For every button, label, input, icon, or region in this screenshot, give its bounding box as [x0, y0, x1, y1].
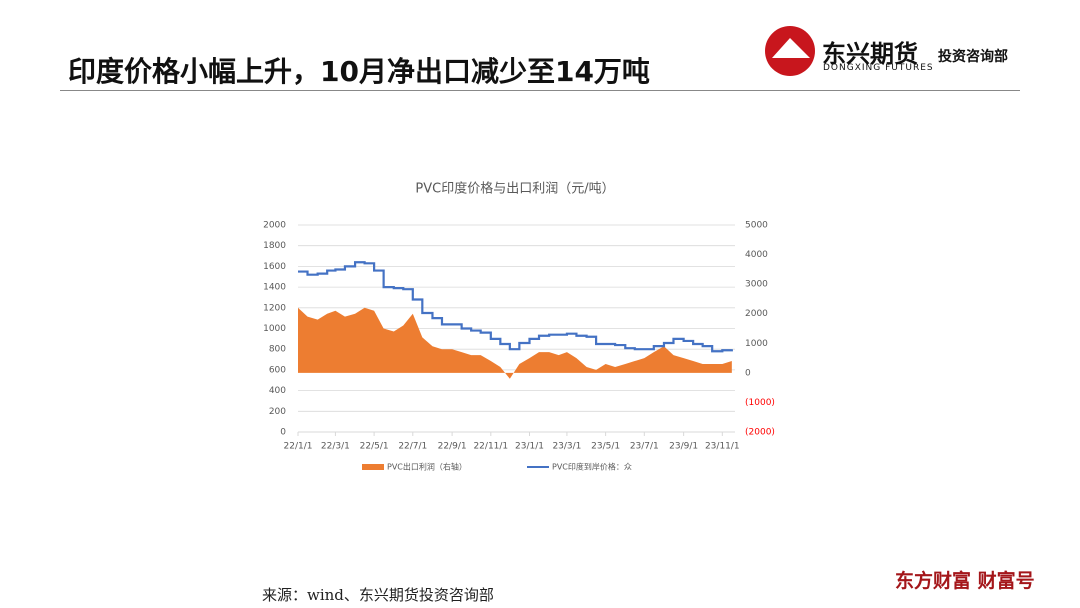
- y-tick-label: 1800: [263, 241, 286, 251]
- x-tick-label: 22/7/1: [398, 442, 427, 452]
- y2-tick-label: 4000: [745, 250, 768, 260]
- watermark: 东方财富 财富号: [895, 570, 1035, 592]
- line: [298, 261, 733, 353]
- y-tick-label: 800: [269, 345, 286, 355]
- y2-tick-label: 1000: [745, 339, 768, 349]
- x-tick-label: 23/7/1: [630, 442, 659, 452]
- y-tick-label: 200: [269, 407, 286, 417]
- y-tick-label: 0: [280, 428, 286, 438]
- logo-icon-shape: [772, 38, 810, 58]
- y-tick-label: 1600: [263, 262, 286, 272]
- y2-tick-label: 3000: [745, 280, 768, 290]
- department: 投资咨询部: [938, 49, 1008, 65]
- x-tick-label: 22/9/1: [438, 442, 467, 452]
- x-tick-label: 22/11/1: [473, 442, 508, 452]
- chart-title: PVC印度价格与出口利润（元/吨）: [415, 181, 614, 197]
- logo-en: DONGXING FUTURES: [823, 63, 934, 73]
- x-tick-label: 22/3/1: [321, 442, 350, 452]
- divider: [60, 90, 1020, 91]
- y-tick-label: 600: [269, 365, 286, 375]
- slide-title: 印度价格小幅上升，10月净出口减少至14万吨: [68, 55, 650, 88]
- y2-tick-label: 5000: [745, 221, 768, 231]
- source: 来源：wind、东兴期货投资咨询部: [262, 586, 494, 604]
- y2-tick-label: (1000): [745, 398, 775, 408]
- y2-tick-label: 0: [745, 368, 751, 378]
- x-tick-label: 23/3/1: [552, 442, 581, 452]
- legend-swatch: [362, 464, 384, 470]
- x-tick-label: 22/1/1: [284, 442, 313, 452]
- y-tick-label: 1400: [263, 283, 286, 293]
- y-tick-label: 2000: [263, 221, 286, 231]
- area: [298, 307, 732, 379]
- x-tick-label: 23/5/1: [591, 442, 620, 452]
- y2-tick-label: (2000): [745, 428, 775, 438]
- logo-name: 东兴期货: [822, 40, 918, 68]
- y-tick-label: 1200: [263, 303, 286, 313]
- x-tick-label: 23/1/1: [515, 442, 544, 452]
- y-tick-label: 400: [269, 386, 286, 396]
- legend-label: PVC印度到岸价格：众: [552, 462, 632, 472]
- y2-tick-label: 2000: [745, 309, 768, 319]
- x-tick-label: 22/5/1: [360, 442, 389, 452]
- x-tick-label: 23/9/1: [669, 442, 698, 452]
- legend-label: PVC出口利润（右轴）: [387, 462, 467, 472]
- x-tick-label: 23/11/1: [705, 442, 740, 452]
- y-tick-label: 1000: [263, 324, 286, 334]
